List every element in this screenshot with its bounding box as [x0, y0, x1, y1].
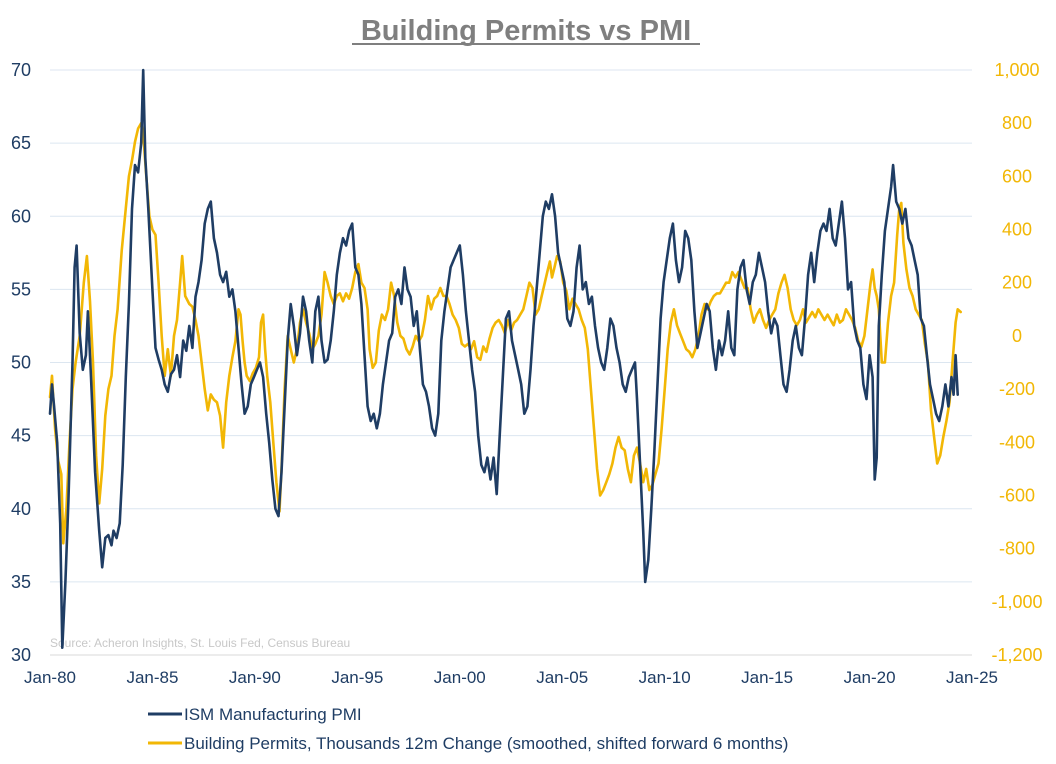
legend: ISM Manufacturing PMI Building Permits, …	[148, 705, 788, 753]
right-tick-label: 0	[1012, 326, 1022, 346]
right-tick-label: 1,000	[994, 60, 1039, 80]
x-tick-label: Jan-80	[24, 668, 76, 687]
left-tick-label: 35	[11, 572, 31, 592]
x-tick-label: Jan-20	[844, 668, 896, 687]
left-tick-label: 30	[11, 645, 31, 665]
right-tick-label: -200	[999, 379, 1035, 399]
series-lines	[48, 68, 962, 649]
x-tick-label: Jan-10	[639, 668, 691, 687]
right-axis-ticks: 1,000 800 600 400 200 0 -200 -400 -600 -800 -1,000…	[991, 60, 1042, 665]
left-tick-label: 40	[11, 499, 31, 519]
gridlines	[50, 69, 972, 656]
source-note: Source: Acheron Insights, St. Louis Fed,…	[50, 636, 350, 650]
left-tick-label: 65	[11, 133, 31, 153]
left-tick-label: 55	[11, 279, 31, 299]
right-tick-label: 400	[1002, 220, 1032, 240]
x-tick-label: Jan-85	[126, 668, 178, 687]
left-tick-label: 70	[11, 60, 31, 80]
right-tick-label: 800	[1002, 113, 1032, 133]
right-tick-label: -800	[999, 539, 1035, 559]
x-axis-ticks: Jan-80 Jan-85 Jan-90 Jan-95 Jan-00 Jan-05 Jan-…	[24, 668, 998, 687]
right-tick-label: -600	[999, 485, 1035, 505]
x-tick-label: Jan-00	[434, 668, 486, 687]
x-tick-label: Jan-95	[331, 668, 383, 687]
right-tick-label: 200	[1002, 273, 1032, 293]
chart-title: Building Permits vs PMI	[361, 15, 691, 47]
right-tick-label: 600	[1002, 166, 1032, 186]
right-tick-label: -1,000	[991, 592, 1042, 612]
x-tick-label: Jan-90	[229, 668, 281, 687]
left-tick-label: 45	[11, 426, 31, 446]
left-axis-ticks: 30 35 40 45 50 55 60 65 70	[11, 60, 31, 665]
right-tick-label: -1,200	[991, 645, 1042, 665]
series-line-pmi	[48, 68, 959, 649]
legend-label-pmi: ISM Manufacturing PMI	[184, 705, 362, 724]
right-tick-label: -400	[999, 432, 1035, 452]
x-tick-label: Jan-25	[946, 668, 998, 687]
x-tick-label: Jan-05	[536, 668, 588, 687]
x-tick-label: Jan-15	[741, 668, 793, 687]
left-tick-label: 60	[11, 206, 31, 226]
legend-label-permits: Building Permits, Thousands 12m Change (…	[184, 734, 788, 753]
left-tick-label: 50	[11, 353, 31, 373]
